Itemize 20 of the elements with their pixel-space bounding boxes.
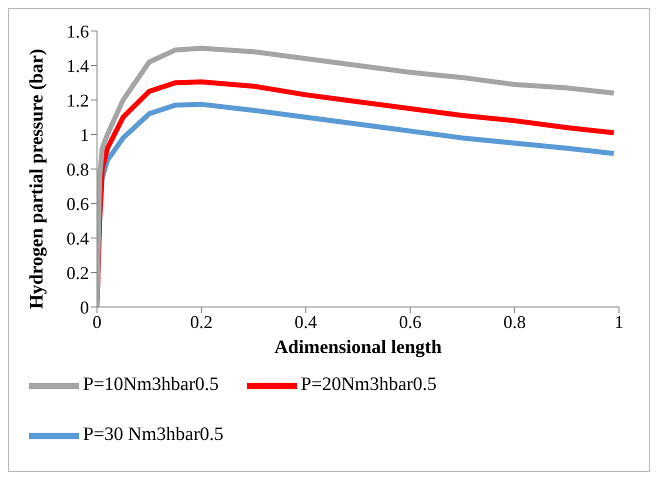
legend-label: P=10Nm3hbar0.5 <box>83 374 219 396</box>
x-tick-label: 0.8 <box>503 312 526 332</box>
x-tick-label: 0.6 <box>398 312 422 332</box>
x-tick-label: 0.4 <box>294 312 318 332</box>
y-tick-label: 0.6 <box>66 194 89 214</box>
x-tick-label: 1 <box>614 312 624 332</box>
y-tick-label: 0.2 <box>66 262 89 283</box>
x-axis-title: Adimensional length <box>274 337 442 358</box>
x-tick-label: 0 <box>92 312 102 332</box>
y-axis-title: Hydrogen partial pressure (bar) <box>26 48 48 309</box>
y-tick-label: 1.6 <box>66 21 89 42</box>
y-tick-label: 0.4 <box>66 228 89 248</box>
legend-label: P=30 Nm3hbar0.5 <box>83 424 224 446</box>
y-tick-label: 0.8 <box>66 159 89 180</box>
y-tick-label: 1.4 <box>66 56 89 76</box>
x-tick-label: 0.2 <box>190 312 213 332</box>
y-tick-label: 0 <box>80 297 89 318</box>
y-tick-label: 1.2 <box>66 90 89 110</box>
legend-label: P=20Nm3hbar0.5 <box>300 374 437 396</box>
y-tick-label: 1 <box>80 124 89 145</box>
